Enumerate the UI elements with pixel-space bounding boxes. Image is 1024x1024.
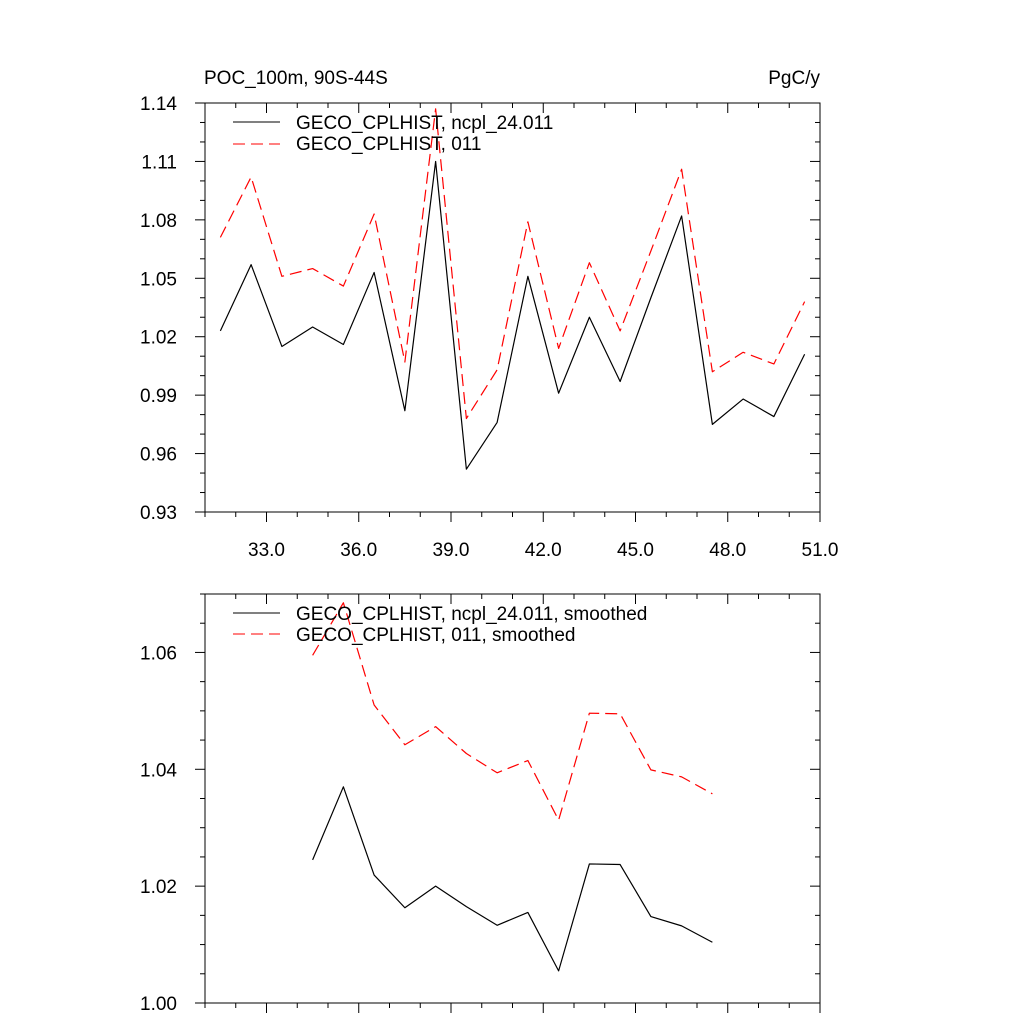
- plot-frame: [204, 102, 821, 513]
- series-line-2: [312, 602, 713, 821]
- x-tick-label: 51.0: [802, 540, 839, 561]
- bottom-chart: 1.00 1.02 1.04 1.06 GECO_CPLHIST, ncpl_24.0…: [140, 593, 821, 1015]
- y-tick-label: 0.99: [140, 386, 177, 407]
- series-line-1: [312, 786, 713, 972]
- plot-frame: [204, 593, 821, 1004]
- y-tick-label: 1.06: [140, 643, 177, 664]
- series-line-2: [219, 108, 806, 420]
- y-tick-label: 1.02: [140, 877, 177, 898]
- chart-title: POC_100m, 90S-44S: [204, 68, 388, 89]
- y-tick-label: 1.05: [140, 269, 177, 290]
- legend-label-series-2: GECO_CPLHIST, 011, smoothed: [296, 625, 576, 646]
- chart-units: PgC/y: [768, 68, 820, 89]
- y-tick-label: 1.14: [140, 94, 177, 115]
- x-tick-label: 45.0: [617, 540, 654, 561]
- y-tick-label: 1.02: [140, 328, 177, 349]
- x-tick-label: 33.0: [248, 540, 285, 561]
- legend-label-series-1: GECO_CPLHIST, ncpl_24.011, smoothed: [296, 604, 647, 625]
- legend-label-series-1: GECO_CPLHIST, ncpl_24.011: [296, 113, 553, 134]
- y-tick-label: 1.04: [140, 760, 177, 781]
- legend-label-series-2: GECO_CPLHIST, 011: [296, 134, 482, 155]
- y-tick-label: 0.96: [140, 445, 177, 466]
- y-tick-label: 1.11: [141, 152, 177, 173]
- series-line-1: [219, 160, 806, 470]
- x-tick-label: 39.0: [433, 540, 470, 561]
- x-tick-label: 42.0: [525, 540, 562, 561]
- x-tick-label: 48.0: [709, 540, 746, 561]
- y-tick-label: 0.93: [140, 503, 177, 524]
- y-tick-label: 1.00: [140, 994, 177, 1015]
- top-chart: POC_100m, 90S-44S PgC/y 33.0 36.0 39.0 42.0…: [140, 68, 838, 561]
- y-tick-label: 1.08: [140, 211, 177, 232]
- x-tick-label: 36.0: [340, 540, 377, 561]
